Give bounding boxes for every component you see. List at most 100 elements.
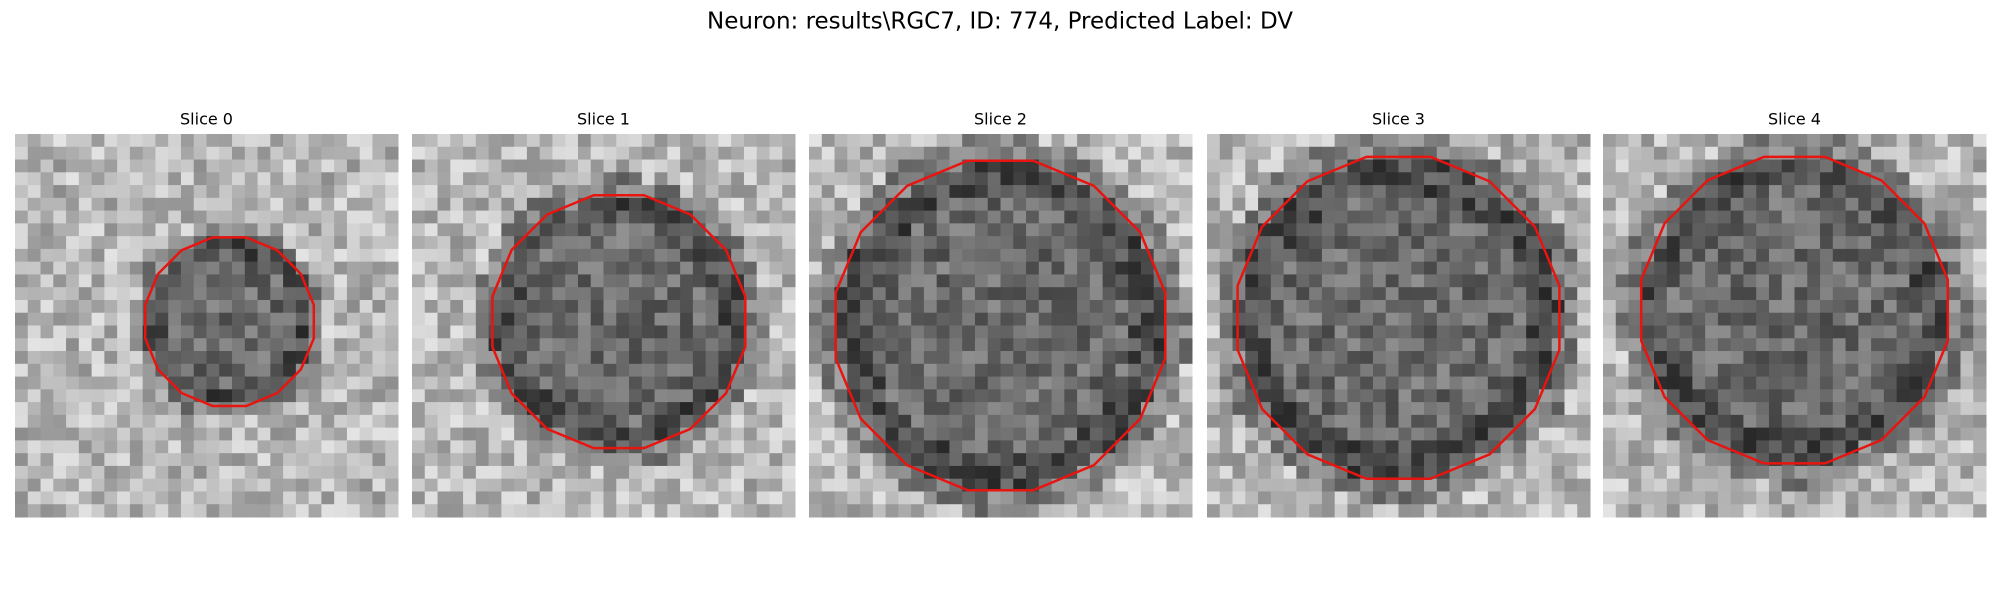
pixel — [731, 414, 745, 429]
pixel — [1922, 134, 1936, 148]
pixel — [1922, 287, 1936, 301]
pixel — [1385, 236, 1399, 250]
pixel — [1526, 210, 1540, 224]
pixel — [1424, 504, 1438, 518]
pixel — [1140, 210, 1155, 224]
pixel — [1807, 351, 1821, 365]
pixel — [129, 363, 144, 378]
pixel — [1526, 338, 1540, 352]
pixel — [206, 376, 220, 390]
pixel — [809, 351, 823, 365]
pixel — [1807, 185, 1821, 199]
pixel — [1270, 223, 1285, 237]
pixel — [412, 134, 426, 148]
pixel — [1411, 440, 1425, 454]
pixel — [117, 197, 131, 212]
pixel — [539, 363, 553, 378]
pixel — [78, 274, 93, 288]
pixel — [1896, 197, 1910, 212]
pixel — [539, 146, 553, 161]
pixel — [232, 299, 246, 314]
pixel — [885, 363, 899, 378]
pixel — [1743, 465, 1757, 480]
pixel — [629, 261, 643, 275]
pixel — [270, 363, 284, 378]
pixel — [1538, 134, 1553, 148]
pixel — [1296, 453, 1310, 467]
pixel — [1960, 376, 1974, 390]
pixel — [1115, 146, 1129, 161]
pixel — [1102, 197, 1116, 212]
pixel — [104, 414, 118, 429]
pixel — [1947, 402, 1961, 416]
pixel — [756, 363, 770, 378]
pixel — [1615, 504, 1630, 518]
pixel — [1051, 440, 1065, 454]
pixel — [168, 146, 182, 161]
pixel — [782, 440, 796, 454]
pixel — [629, 299, 643, 314]
pixel — [1692, 325, 1706, 339]
pixel — [1140, 223, 1155, 237]
pixel — [1858, 210, 1872, 224]
pixel — [1922, 185, 1936, 199]
pixel — [1258, 427, 1272, 441]
pixel — [1538, 287, 1553, 301]
pixel — [1615, 376, 1630, 390]
pixel — [821, 414, 836, 429]
pixel — [372, 159, 386, 173]
pixel — [346, 414, 361, 429]
pixel — [1922, 261, 1936, 275]
pixel — [692, 363, 707, 378]
pixel — [232, 363, 246, 378]
pixel — [898, 389, 912, 403]
pixel — [424, 338, 439, 352]
pixel — [1166, 248, 1180, 263]
pixel — [450, 351, 464, 365]
pixel — [1064, 134, 1078, 148]
pixel — [1245, 414, 1259, 429]
pixel — [1372, 134, 1387, 148]
pixel — [809, 491, 823, 505]
pixel — [1551, 159, 1565, 173]
pixel — [424, 248, 439, 263]
pixel — [680, 299, 694, 314]
pixel — [488, 389, 502, 403]
pixel — [1089, 210, 1104, 224]
pixel — [501, 325, 515, 339]
pixel — [219, 312, 233, 326]
pixel — [1973, 504, 1987, 518]
pixel — [1564, 363, 1578, 378]
pixel — [743, 274, 758, 288]
pixel — [1577, 440, 1591, 454]
pixel — [359, 453, 373, 467]
pixel — [321, 236, 335, 250]
pixel — [756, 299, 770, 314]
pixel — [1615, 363, 1630, 378]
pixel — [514, 185, 528, 199]
pixel — [1258, 465, 1272, 480]
pixel — [1411, 325, 1425, 339]
pixel — [283, 453, 297, 467]
pixel — [295, 427, 310, 441]
pixel — [1347, 274, 1361, 288]
pixel — [949, 261, 963, 275]
pixel — [526, 248, 541, 263]
pixel — [321, 491, 335, 505]
pixel — [1166, 210, 1180, 224]
pixel — [1896, 389, 1910, 403]
pixel — [552, 478, 566, 492]
pixel — [1153, 389, 1167, 403]
pixel — [321, 197, 335, 212]
pixel — [1077, 351, 1091, 365]
pixel — [359, 351, 373, 365]
pixel — [1115, 210, 1129, 224]
pixel — [1051, 134, 1065, 148]
pixel — [1947, 363, 1961, 378]
pixel — [872, 402, 887, 416]
pixel — [923, 210, 938, 224]
pixel — [1026, 427, 1040, 441]
pixel — [155, 351, 169, 365]
pixel — [1654, 134, 1668, 148]
pixel — [743, 287, 758, 301]
